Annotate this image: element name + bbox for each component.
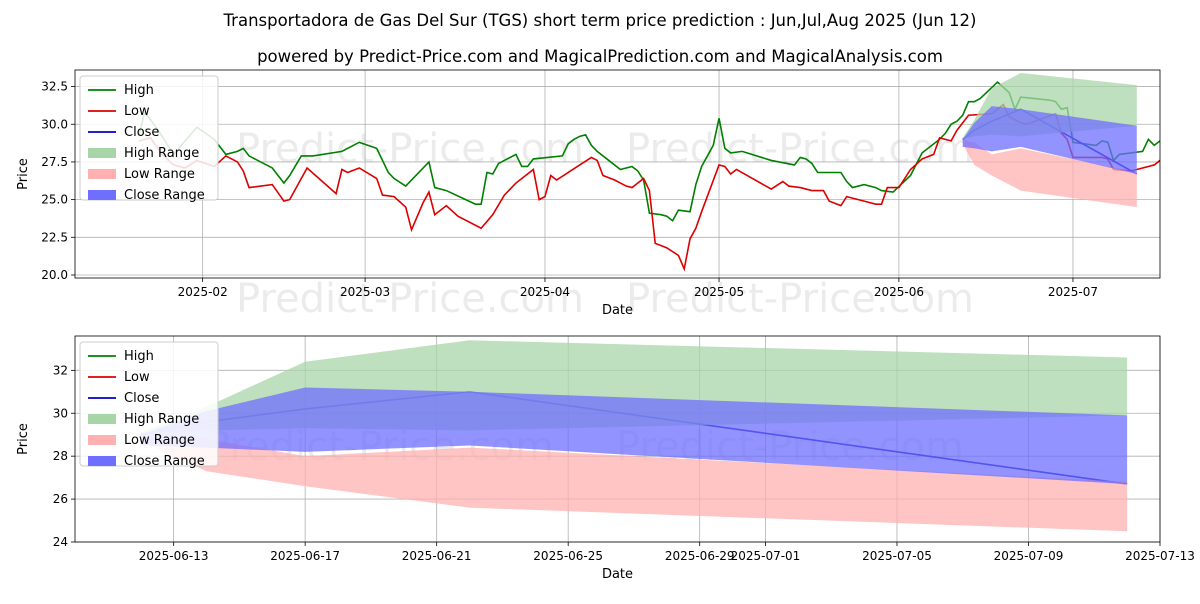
y-tick-label: 20.0 (41, 268, 68, 282)
historical-axes: 2025-02 2025-03 2025-04 2025-05 2025-06 2025-… (16, 69, 1161, 318)
x-tick-label: 2025-07-09 (994, 549, 1064, 563)
close-range-band (140, 387, 1128, 485)
forecast-axes: 2025-06-13 2025-06-17 2025-06-21 2025-06-25… (16, 335, 1195, 582)
y-tick-label: 22.5 (41, 230, 68, 244)
low-range-band (140, 436, 1128, 532)
legend-swatch-patch (88, 435, 116, 445)
legend-label: Close (124, 125, 159, 140)
legend: High Low Close High Range Low Range Close Ran… (79, 75, 219, 203)
x-tick-label: 2025-06-17 (270, 549, 340, 563)
legend-label: Low (124, 104, 150, 119)
legend-label: Low Range (124, 167, 195, 182)
legend-label: High (124, 349, 154, 364)
legend-label: High Range (124, 412, 199, 427)
watermark-text: Predict-Price.com (626, 276, 974, 322)
y-tick-label: 24 (53, 535, 68, 549)
x-tick-label: 2025-03 (340, 285, 390, 299)
legend-swatch-patch (88, 414, 116, 424)
watermark-text: Predict-Price.com (236, 126, 584, 172)
x-tick-label: 2025-06-21 (402, 549, 472, 563)
y-tick-label: 28 (53, 449, 68, 463)
y-tick-label: 27.5 (41, 155, 68, 169)
legend-swatch-patch (88, 456, 116, 466)
low-range-band (962, 140, 1137, 208)
legend-label: High Range (124, 146, 199, 161)
y-tick-label: 25.0 (41, 193, 68, 207)
chart-subtitle: powered by Predict-Price.com and Magical… (257, 47, 943, 66)
x-tick-label: 2025-07-05 (862, 549, 932, 563)
legend-label: Close Range (124, 454, 205, 469)
legend-label: Close Range (124, 188, 205, 203)
y-tick-label: 30.0 (41, 117, 68, 131)
x-tick-label: 2025-07-13 (1125, 549, 1195, 563)
legend-label: High (124, 83, 154, 98)
y-axis-label: Price (16, 158, 31, 190)
x-tick-label: 2025-06-29 (665, 549, 735, 563)
x-axis-label: Date (602, 303, 633, 318)
axes-frame (74, 69, 1161, 279)
x-tick-label: 2025-07 (1048, 285, 1098, 299)
y-tick-label: 26 (53, 492, 68, 506)
y-tick-label: 30 (53, 406, 68, 420)
watermark-group-top: Predict-Price.com Predict-Price.com Pred… (236, 126, 974, 322)
legend-label: Low (124, 370, 150, 385)
x-tick-label: 2025-06-13 (139, 549, 209, 563)
y-axis-label: Price (16, 423, 31, 455)
x-tick-label: 2025-02 (178, 285, 228, 299)
x-tick-label: 2025-04 (520, 285, 570, 299)
chart-title: Transportadora de Gas Del Sur (TGS) shor… (223, 11, 977, 30)
x-tick-label: 2025-05 (694, 285, 744, 299)
close-range-band (962, 106, 1137, 174)
legend-swatch-patch (88, 169, 116, 179)
x-tick-label: 2025-07-01 (731, 549, 801, 563)
legend-label: Close (124, 391, 159, 406)
x-axis-label: Date (602, 567, 633, 582)
legend-swatch-patch (88, 148, 116, 158)
watermark-text: Predict-Price.com (236, 276, 584, 322)
watermark-text: Predict-Price.com (626, 126, 974, 172)
legend-swatch-patch (88, 190, 116, 200)
x-tick-label: 2025-06-25 (533, 549, 603, 563)
legend: High Low Close High Range Low Range Close Ran… (79, 341, 219, 469)
y-tick-label: 32 (53, 363, 68, 377)
legend-label: Low Range (124, 433, 195, 448)
x-tick-label: 2025-06 (874, 285, 924, 299)
y-tick-label: 32.5 (41, 80, 68, 94)
axes-frame (74, 335, 1161, 543)
